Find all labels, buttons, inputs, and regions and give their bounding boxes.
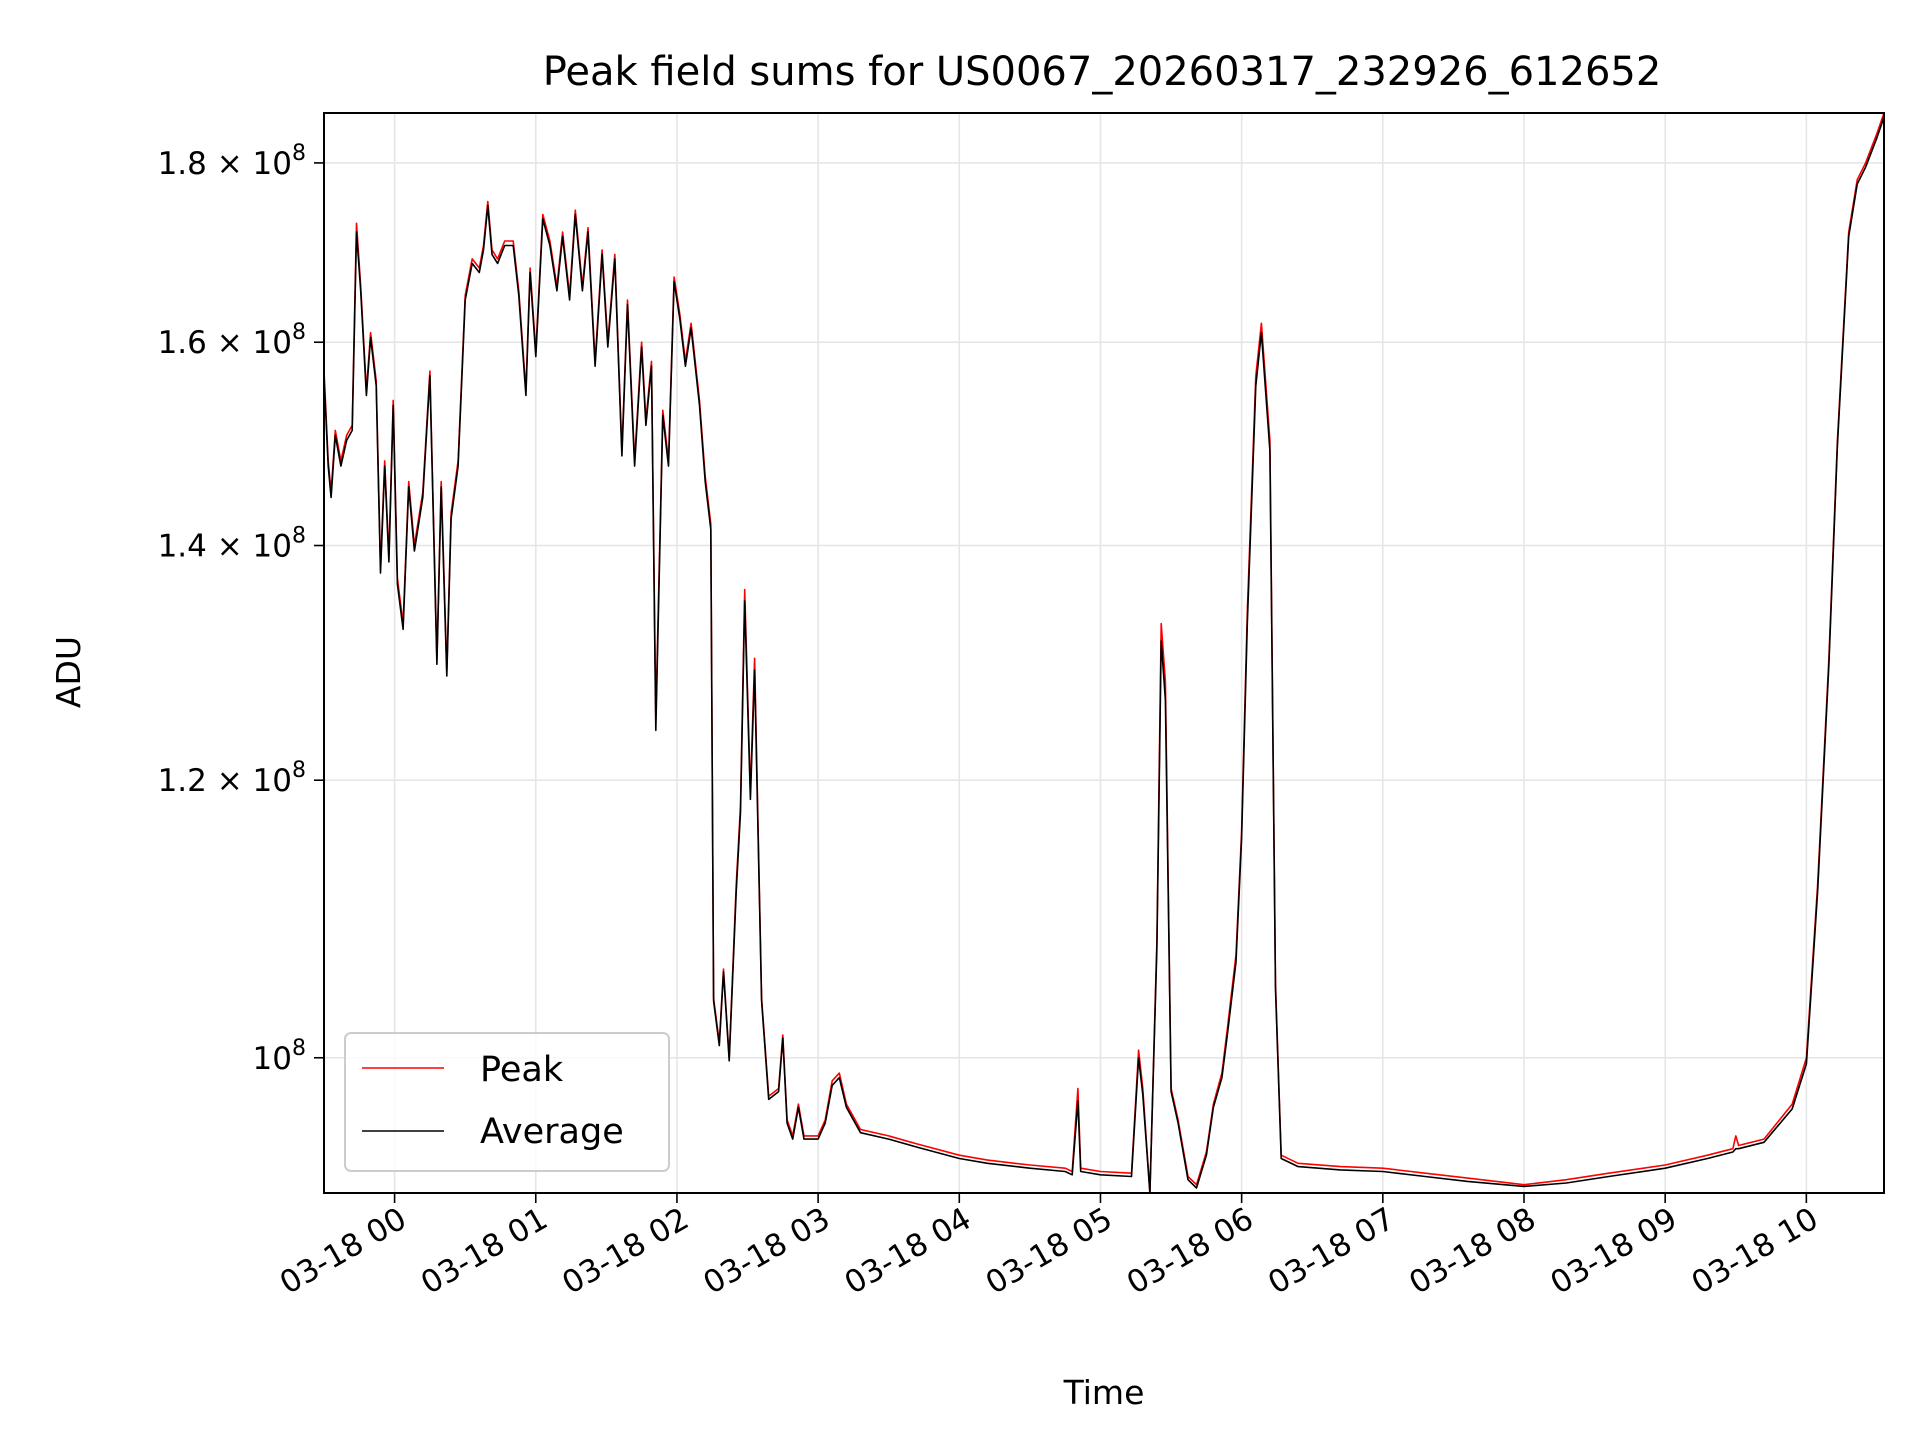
y-tick-label-3: 1.6 × 108 [158, 320, 306, 361]
x-axis-label: Time [1063, 1373, 1145, 1412]
legend-label-peak: Peak [480, 1050, 564, 1090]
series-line-average [324, 116, 1884, 1193]
chart-title: Peak field sums for US0067_20260317_2329… [543, 49, 1662, 95]
axes-frame [323, 112, 1885, 1194]
y-tick-label-4: 1.8 × 108 [158, 141, 306, 182]
legend-label-average: Average [480, 1112, 624, 1152]
plot-area [324, 113, 1884, 1193]
legend: Peak Average [344, 1032, 670, 1172]
y-tick-label-2: 1.4 × 108 [158, 524, 306, 565]
y-axis-label: ADU [49, 636, 88, 708]
y-tick-label-1: 1.2 × 108 [158, 758, 306, 799]
